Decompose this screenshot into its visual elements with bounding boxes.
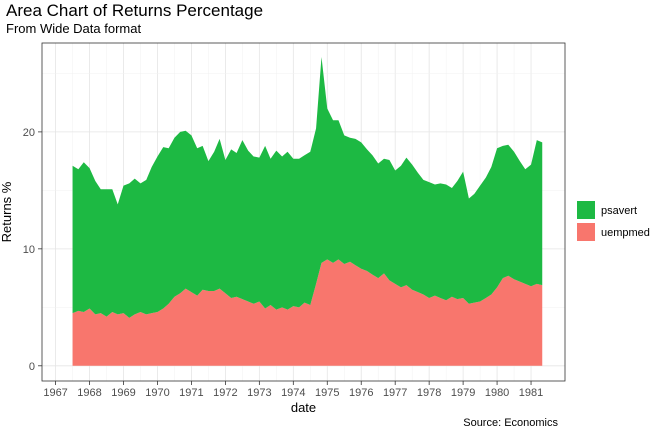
x-tick-label: 1968 (77, 387, 101, 399)
chart-subtitle: From Wide Data format (6, 21, 142, 36)
x-tick-label: 1974 (281, 387, 305, 399)
legend-label-uempmed: uempmed (601, 227, 650, 239)
y-tick-label: 10 (23, 244, 35, 256)
x-tick-label: 1972 (213, 387, 237, 399)
legend-label-psavert: psavert (601, 205, 637, 217)
x-tick-label: 1977 (383, 387, 407, 399)
area-uempmed (72, 259, 543, 366)
y-tick-label: 20 (23, 127, 35, 139)
x-tick-label: 1976 (349, 387, 373, 399)
x-tick-label: 1973 (247, 387, 271, 399)
x-tick-label: 1970 (145, 387, 169, 399)
legend-swatch-psavert (577, 201, 595, 219)
legend-swatch-uempmed (577, 223, 595, 241)
y-tick-label: 0 (29, 361, 35, 373)
x-tick-label: 1971 (179, 387, 203, 399)
x-tick-label: 1967 (43, 387, 67, 399)
x-tick-label: 1980 (485, 387, 509, 399)
x-tick-label: 1975 (315, 387, 339, 399)
area-psavert (72, 57, 543, 318)
axes: 1967 1968 1969 1970 1971 1972 1973 1974 1975 1976… (23, 127, 544, 399)
x-axis-title: date (291, 400, 316, 415)
legend: psavert uempmed (577, 201, 650, 241)
area-series (72, 57, 543, 366)
y-axis-title: Returns % (0, 181, 14, 242)
plot-border (41, 42, 566, 382)
chart-title: Area Chart of Returns Percentage (6, 1, 264, 20)
chart-caption: Source: Economics (463, 417, 558, 429)
x-tick-label: 1981 (519, 387, 543, 399)
x-tick-label: 1979 (451, 387, 475, 399)
x-tick-label: 1969 (111, 387, 135, 399)
x-tick-label: 1978 (417, 387, 441, 399)
